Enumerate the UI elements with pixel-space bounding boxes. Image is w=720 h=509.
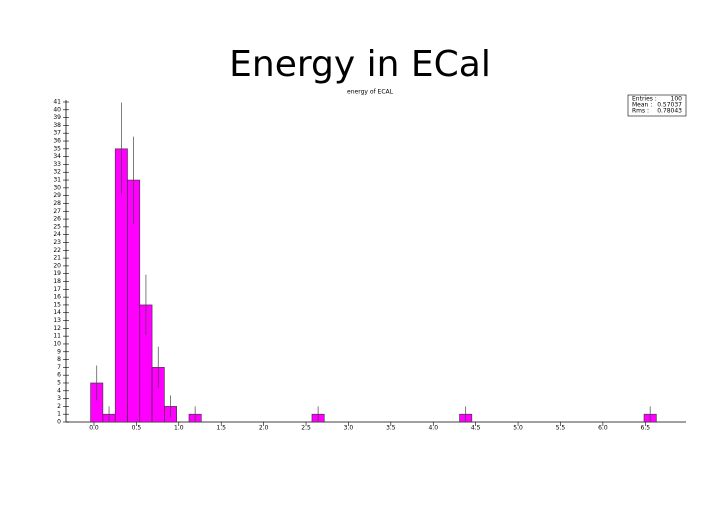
stats-value: 0.57037 (657, 102, 682, 109)
x-tick-label: 6.0 (598, 425, 608, 432)
x-tick-label: 2.0 (259, 425, 269, 432)
stats-box (627, 94, 687, 117)
y-tick-label: 19 (53, 270, 61, 277)
y-tick-label: 28 (53, 200, 61, 207)
y-tick-label: 12 (53, 325, 61, 332)
y-tick-label: 36 (53, 138, 61, 145)
y-tick-label: 14 (53, 309, 61, 316)
y-tick-label: 35 (53, 145, 61, 152)
stats-value: 0.78043 (657, 108, 682, 115)
y-tick-label: 29 (53, 192, 61, 199)
x-tick-label: 2.5 (301, 425, 311, 432)
y-tick-label: 34 (53, 153, 61, 160)
y-tick-label: 0 (57, 419, 61, 426)
y-tick-label: 32 (53, 169, 61, 176)
y-tick-label: 3 (57, 395, 61, 402)
slide-title: Energy in ECal (229, 44, 491, 85)
y-tick-label: 1 (57, 411, 61, 418)
x-tick-label: 0.5 (132, 425, 142, 432)
y-tick-label: 11 (53, 333, 61, 340)
y-tick-label: 30 (53, 184, 61, 191)
y-tick-label: 33 (53, 161, 61, 168)
y-tick-label: 5 (57, 379, 61, 386)
y-tick-label: 17 (53, 286, 61, 293)
x-tick-label: 0.0 (89, 425, 99, 432)
y-tick-label: 39 (53, 114, 61, 121)
x-tick-label: 5.5 (556, 425, 566, 432)
y-tick-label: 6 (57, 372, 61, 379)
y-tick-label: 2 (57, 403, 61, 410)
y-tick-label: 38 (53, 122, 61, 129)
y-tick-label: 15 (53, 301, 61, 308)
y-tick-label: 37 (53, 130, 61, 137)
y-tick-label: 7 (57, 364, 61, 371)
y-tick-label: 25 (53, 223, 61, 230)
x-tick-label: 1.5 (216, 425, 226, 432)
y-tick-label: 8 (57, 356, 61, 363)
y-tick-label: 26 (53, 216, 61, 223)
x-tick-label: 4.5 (471, 425, 481, 432)
y-tick-label: 23 (53, 239, 61, 246)
y-tick-label: 22 (53, 247, 61, 254)
stats-label: Rms : (632, 108, 649, 115)
x-tick-label: 5.0 (513, 425, 523, 432)
y-tick-label: 20 (53, 262, 61, 269)
y-tick-label: 24 (53, 231, 61, 238)
y-tick-label: 13 (53, 317, 61, 324)
x-tick-label: 3.5 (386, 425, 396, 432)
stats-label: Entries : (632, 96, 657, 103)
y-tick-label: 4 (57, 387, 61, 394)
plot-title: energy of ECAL (347, 89, 394, 96)
stats-value: 100 (671, 96, 683, 103)
x-tick-label: 6.5 (641, 425, 651, 432)
y-tick-label: 10 (53, 340, 61, 347)
y-tick-label: 40 (53, 106, 61, 113)
y-tick-label: 16 (53, 294, 61, 301)
y-tick-label: 18 (53, 278, 61, 285)
x-tick-label: 1.0 (174, 425, 184, 432)
x-tick-label: 4.0 (428, 425, 438, 432)
x-tick-label: 3.0 (344, 425, 354, 432)
y-tick-label: 9 (57, 348, 61, 355)
stats-label: Mean : (632, 102, 652, 109)
y-tick-label: 21 (53, 255, 61, 262)
y-tick-label: 27 (53, 208, 61, 215)
y-tick-label: 41 (53, 99, 61, 106)
y-tick-label: 31 (53, 177, 61, 184)
